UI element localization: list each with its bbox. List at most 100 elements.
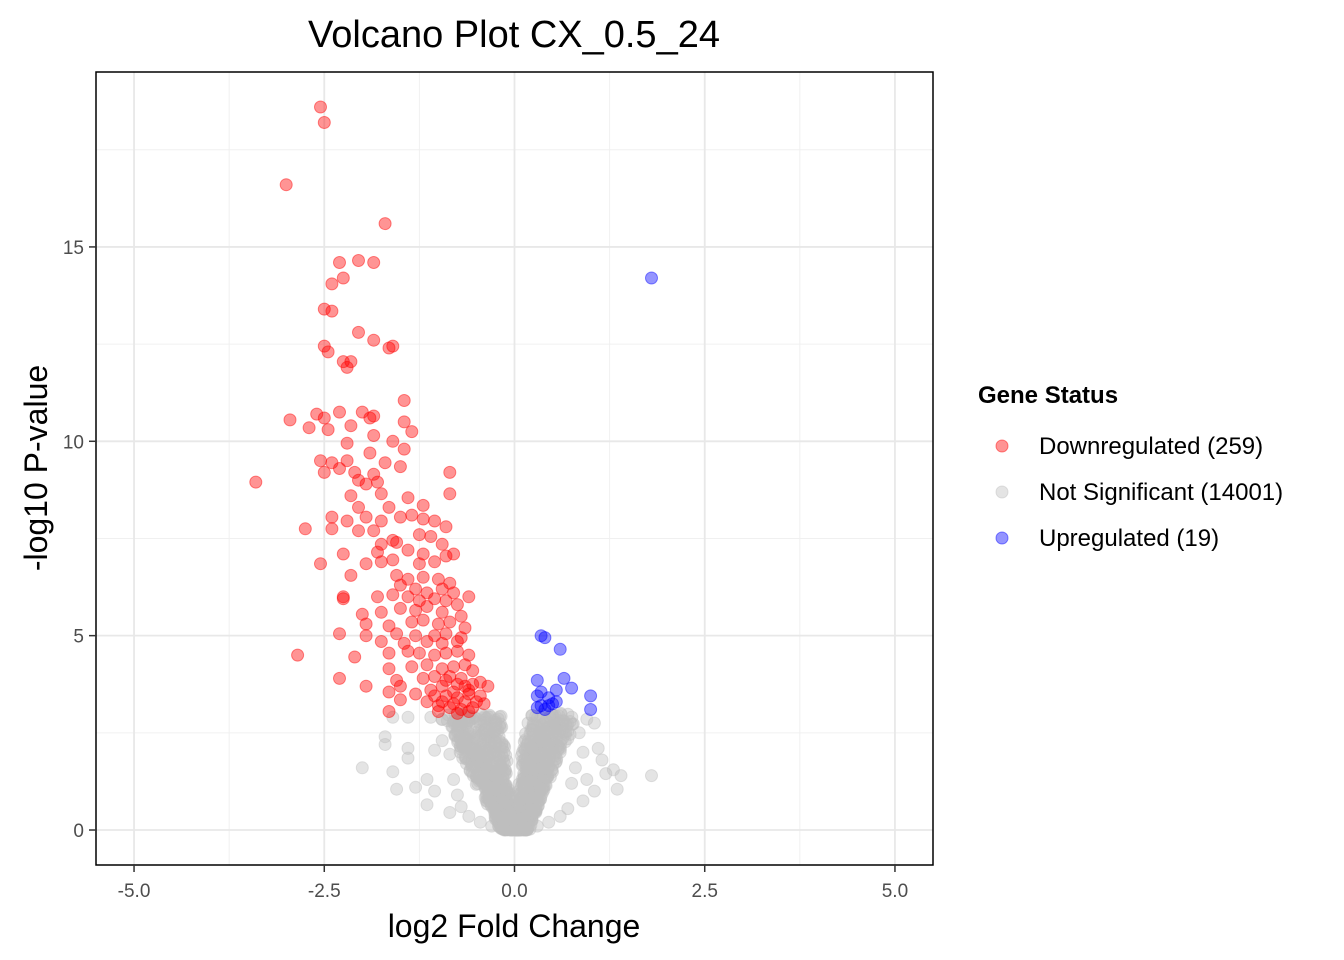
not-significant-point [497,803,511,817]
downregulated-point [454,631,468,645]
not-significant-point [525,757,539,771]
downregulated-point [443,487,457,501]
not-significant-point [456,731,470,745]
not-significant-point [473,751,487,765]
not-significant-point [492,811,506,825]
not-significant-point [526,751,540,765]
downregulated-point [428,629,442,643]
downregulated-point [279,178,293,192]
not-significant-point [465,760,479,773]
not-significant-point [497,796,510,810]
not-significant-point [447,715,461,729]
not-significant-point [531,768,545,782]
not-significant-point [478,779,492,793]
not-significant-point [488,806,502,820]
not-significant-point [509,822,523,836]
not-significant-point [517,818,531,832]
not-significant-point [424,710,438,724]
not-significant-point [518,812,532,826]
not-significant-point [504,823,517,837]
not-significant-point [521,809,535,823]
not-significant-point [447,714,461,727]
not-significant-point [561,717,575,731]
not-significant-point [503,820,517,834]
not-significant-point [541,770,555,784]
not-significant-point [537,749,551,763]
not-significant-point [401,751,415,765]
legend-label: Upregulated (19) [1039,525,1219,552]
not-significant-point [536,773,550,787]
not-significant-point [516,787,530,801]
downregulated-point [386,588,400,602]
not-significant-point [497,813,511,826]
not-significant-point [524,765,538,779]
not-significant-point [516,821,530,835]
not-significant-point [533,756,547,770]
not-significant-point [447,773,461,786]
not-significant-point [480,779,494,793]
not-significant-point [517,806,531,820]
not-significant-point [518,785,532,799]
not-significant-point [484,798,498,812]
not-significant-point [494,804,508,818]
not-significant-point [522,808,536,822]
downregulated-point [283,413,297,427]
not-significant-point [476,738,490,752]
not-significant-point [460,732,474,746]
not-significant-point [537,775,551,789]
not-significant-point [525,806,539,820]
not-significant-point [499,789,513,803]
not-significant-point [526,716,540,730]
not-significant-point [504,823,518,837]
not-significant-point [478,722,492,736]
not-significant-point [516,745,529,759]
not-significant-point [502,809,516,823]
not-significant-point [527,757,541,771]
not-significant-point [505,823,519,837]
not-significant-point [532,780,546,794]
not-significant-point [538,778,552,792]
not-significant-point [548,729,562,743]
not-significant-point [435,712,449,726]
not-significant-point [508,821,522,835]
upregulated-point [584,689,598,703]
not-significant-point [460,738,474,752]
not-significant-point [508,823,522,837]
not-significant-point [519,727,533,741]
not-significant-point [521,821,535,835]
not-significant-point [547,719,561,733]
not-significant-point [469,761,483,775]
not-significant-point [475,773,489,787]
not-significant-point [515,819,529,833]
downregulated-point [454,671,468,685]
not-significant-point [455,737,469,751]
not-significant-point [484,735,498,748]
not-significant-point [542,750,556,764]
not-significant-point [525,772,539,786]
not-significant-point [536,771,550,785]
not-significant-point [492,795,506,809]
not-significant-point [522,788,536,801]
not-significant-point [494,814,508,827]
not-significant-point [524,778,538,792]
downregulated-point [355,405,369,419]
not-significant-point [529,767,543,780]
not-significant-point [534,710,548,724]
not-significant-point [471,745,485,759]
downregulated-point [416,570,430,584]
not-significant-point [502,804,515,818]
not-significant-point [516,797,530,811]
not-significant-point [521,734,535,748]
not-significant-point [457,713,470,727]
not-significant-point [483,746,497,760]
not-significant-point [507,816,521,830]
not-significant-point [501,819,515,833]
not-significant-point [554,733,568,747]
not-significant-point [488,794,502,808]
not-significant-point [502,822,516,836]
downregulated-point [454,609,468,623]
downregulated-point [374,555,388,569]
downregulated-point [363,446,377,460]
not-significant-point [529,761,542,775]
not-significant-point [522,808,536,822]
